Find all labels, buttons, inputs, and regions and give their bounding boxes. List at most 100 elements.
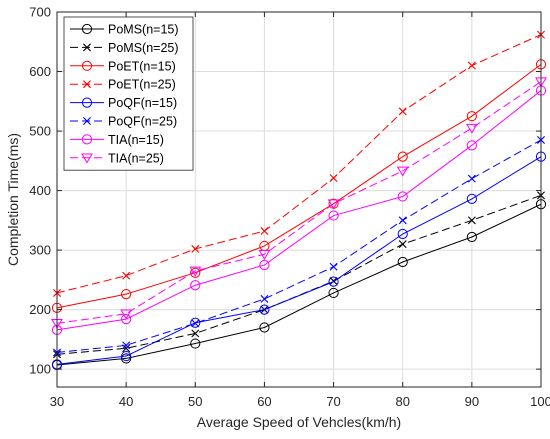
data-point (397, 151, 408, 162)
legend-swatch-marker (83, 43, 91, 52)
series-7 (51, 77, 547, 330)
x-tick-label: 30 (50, 394, 64, 409)
data-point (466, 140, 477, 151)
legend-entry: TIA(n=25) (70, 151, 164, 165)
data-point (467, 174, 476, 183)
legend: PoMS(n=15) PoMS(n=25) PoET(n=15) PoET(n=25)… (63, 16, 194, 171)
series-4 (51, 151, 547, 370)
legend-label: TIA(n=25) (108, 151, 164, 165)
legend-label: PoQF(n=25) (108, 115, 177, 129)
legend-entry: PoMS(n=15) (70, 23, 179, 37)
x-tick-label: 100 (530, 394, 550, 409)
series-line (56, 34, 542, 294)
y-tick-label: 700 (29, 5, 51, 20)
data-point (465, 123, 478, 134)
data-point (328, 210, 339, 221)
data-point (121, 289, 132, 300)
legend-entry: PoQF(n=25) (70, 115, 177, 129)
legend-label: PoET(n=15) (108, 59, 176, 73)
legend-swatch-marker (81, 60, 93, 71)
data-point (122, 271, 131, 280)
data-point (259, 304, 270, 315)
legend-swatch-marker (83, 80, 91, 89)
x-tick-label: 90 (465, 394, 479, 409)
x-tick-label: 80 (395, 394, 409, 409)
series-line (56, 63, 542, 309)
legend-swatch-marker (83, 117, 91, 125)
data-point (466, 231, 477, 243)
data-point (191, 329, 200, 338)
data-point (122, 341, 131, 350)
y-tick-label: 400 (29, 183, 51, 198)
data-point (120, 309, 133, 320)
data-point (191, 319, 200, 328)
y-tick-label: 500 (29, 124, 51, 139)
legend-label: PoET(n=25) (108, 78, 176, 92)
data-point (396, 166, 409, 177)
data-point (191, 244, 200, 253)
legend-label: PoQF(n=15) (108, 96, 177, 110)
data-point (260, 294, 269, 303)
series-6 (51, 85, 547, 335)
data-point (190, 338, 201, 349)
data-point (466, 193, 477, 205)
data-point (260, 227, 269, 236)
legend-label: PoMS(n=15) (108, 23, 179, 37)
data-point (467, 216, 476, 225)
series-line (56, 90, 542, 331)
legend-entry: PoQF(n=15) (70, 96, 177, 110)
data-point (189, 266, 202, 277)
x-tick-label: 60 (257, 394, 271, 409)
data-point (397, 256, 408, 268)
legend-swatch-marker (81, 153, 93, 164)
legend-entry: PoET(n=25) (70, 78, 176, 92)
data-point (398, 240, 407, 249)
y-tick-label: 300 (29, 243, 51, 258)
data-point (259, 322, 270, 333)
data-point (327, 199, 340, 210)
data-point (398, 107, 407, 116)
legend-label: PoMS(n=25) (108, 41, 179, 55)
legend-entry: PoMS(n=25) (70, 41, 179, 55)
data-point (190, 280, 201, 291)
legend-swatch-marker (81, 134, 93, 145)
data-point (397, 191, 408, 202)
legend-entry: PoET(n=15) (70, 59, 176, 73)
data-point (258, 250, 271, 260)
series-line (56, 139, 542, 353)
y-tick-label: 600 (29, 64, 51, 79)
x-tick-label: 40 (119, 394, 133, 409)
series-lines (51, 30, 547, 371)
data-point (328, 276, 339, 287)
x-axis-label: Average Speed of Vehcles(km/h) (197, 414, 401, 430)
y-tick-label: 100 (29, 362, 51, 377)
series-line (56, 156, 542, 365)
series-line (56, 194, 542, 355)
axis-ticks: 30 40 50 60 70 80 90 100 100 200 300 400 500 600 700 (29, 5, 550, 410)
data-point (398, 216, 407, 225)
data-point (328, 287, 339, 299)
plot-frame (56, 11, 542, 388)
x-tick-label: 50 (188, 394, 202, 409)
series-3 (53, 30, 545, 297)
legend-label: TIA(n=15) (108, 133, 164, 147)
x-tick-label: 70 (326, 394, 340, 409)
series-line (56, 203, 542, 366)
data-point (121, 314, 132, 325)
legend-box (63, 16, 194, 171)
y-axis-label: Completion Time(ms) (5, 133, 21, 266)
y-tick-label: 200 (29, 302, 51, 317)
data-point (467, 61, 476, 70)
data-point (397, 228, 408, 240)
data-point (329, 174, 338, 183)
data-point (190, 267, 201, 278)
legend-entry: TIA(n=15) (70, 133, 164, 147)
data-point (121, 350, 132, 362)
data-point (466, 111, 477, 122)
data-point (329, 262, 338, 271)
data-point (121, 353, 132, 364)
data-point (190, 317, 201, 328)
data-point (259, 259, 270, 271)
series-line (56, 81, 542, 324)
